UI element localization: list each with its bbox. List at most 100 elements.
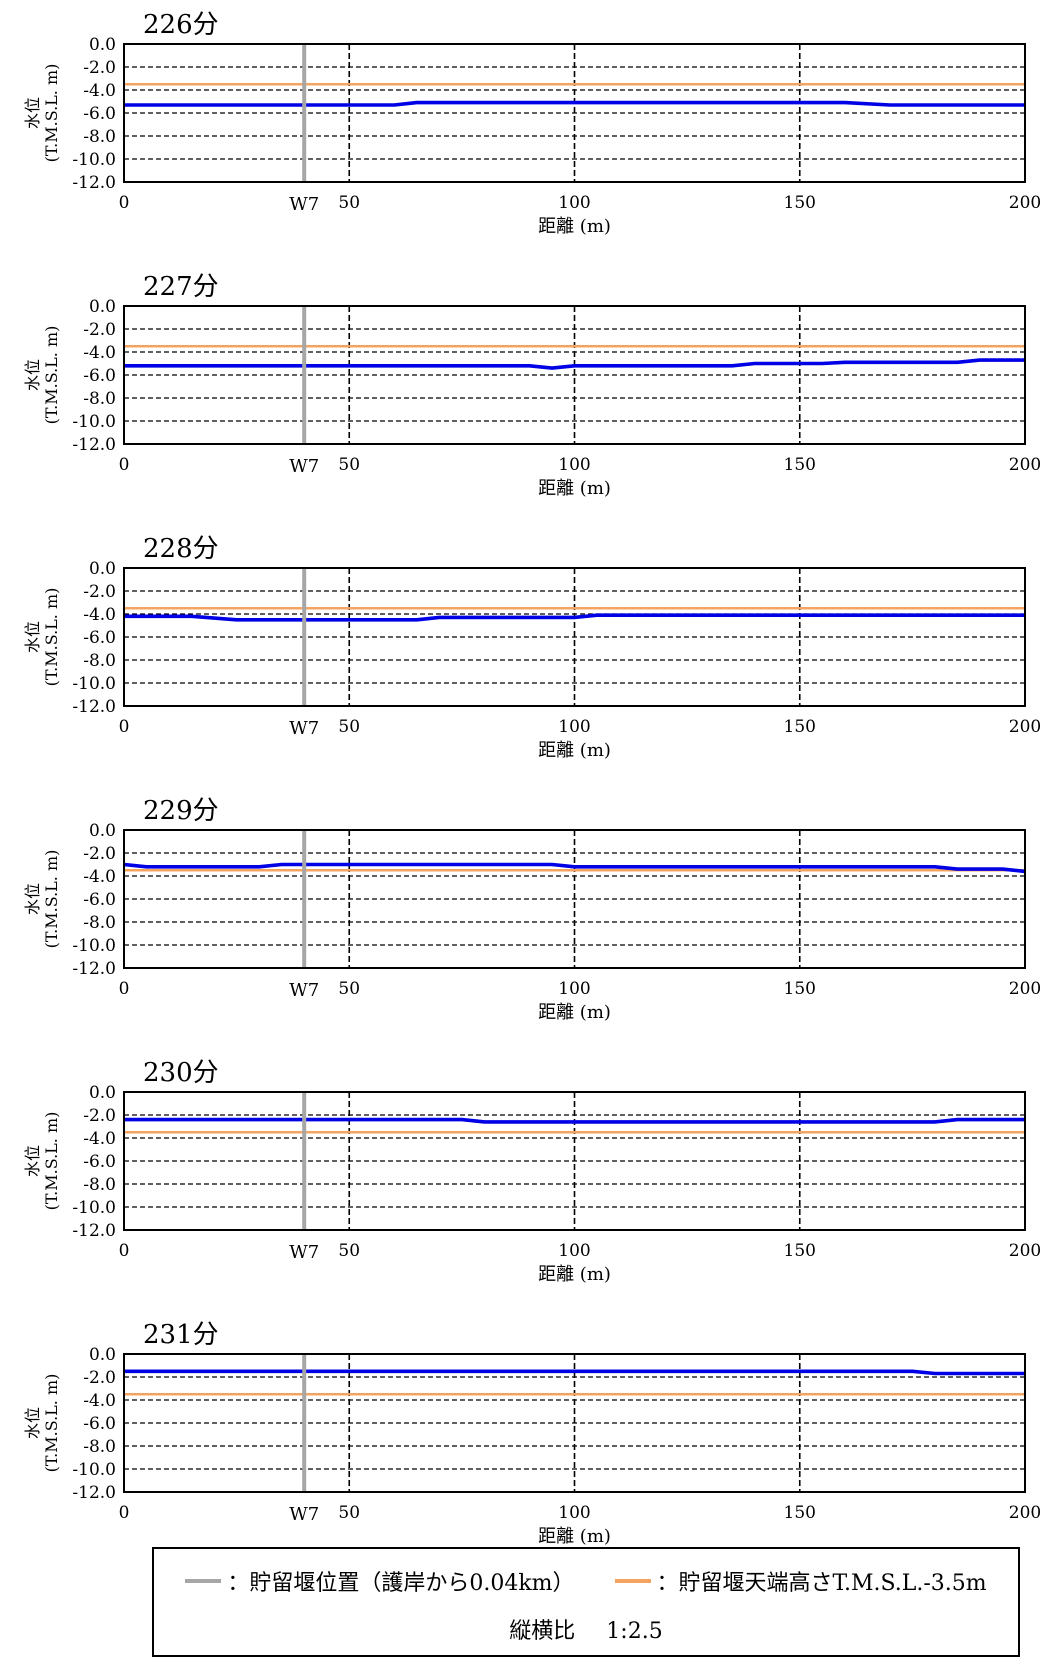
y-tick-label: -6.0 <box>83 628 116 648</box>
weir-top-legend-label: ：貯留堰天端高さT.M.S.L.-3.5m <box>656 1571 987 1596</box>
aspect-ratio-note: 縦横比 1:2.5 <box>154 1613 1018 1645</box>
weir-top-swatch <box>614 1579 651 1583</box>
x-tick-label: 100 <box>558 979 590 999</box>
legend-row: ：貯留堰位置（護岸から0.04km） ：貯留堰天端高さT.M.S.L.-3.5m <box>154 1561 1018 1601</box>
y-tick-label: -8.0 <box>83 913 116 933</box>
x-tick-label: 100 <box>558 1503 590 1523</box>
x-tick-label: 150 <box>784 193 816 213</box>
water-level-series <box>124 613 1025 622</box>
weir-label: W7 <box>289 980 319 1001</box>
legend-item-weir-top: ：貯留堰天端高さT.M.S.L.-3.5m <box>614 1565 987 1597</box>
weir-position-legend-label: ：貯留堰位置（護岸から0.04km） <box>227 1571 575 1596</box>
aspect-ratio-value: 1:2.5 <box>606 1619 663 1644</box>
water-level-series <box>124 100 1025 107</box>
y-axis-label: 水位(T.M.S.L. m) <box>23 588 61 687</box>
legend-box: ：貯留堰位置（護岸から0.04km） ：貯留堰天端高さT.M.S.L.-3.5m… <box>152 1547 1020 1657</box>
chart-panel-0: 226分 0.0 -2.0 -4.0 -6.0 -8.0 -10.0 -12.00 50 100 1… <box>23 10 1041 237</box>
y-tick-label: -2.0 <box>83 582 116 602</box>
y-tick-label: -10.0 <box>72 674 116 694</box>
y-tick-label: -10.0 <box>72 150 116 170</box>
plot-frame <box>123 1091 1026 1231</box>
x-tick-label: 0 <box>119 717 130 737</box>
x-tick-label: 100 <box>558 1241 590 1261</box>
water-level-series <box>123 862 1026 874</box>
y-tick-label: -2.0 <box>83 320 116 340</box>
y-axis-label-line: 水位 <box>23 1407 42 1439</box>
y-tick-label: -2.0 <box>83 1106 116 1126</box>
y-axis-label-line: 水位 <box>23 1145 42 1177</box>
y-axis-label-line: (T.M.S.L. m) <box>42 64 61 163</box>
x-tick-label: 150 <box>784 979 816 999</box>
y-tick-label: -8.0 <box>83 1437 116 1457</box>
y-tick-label: -2.0 <box>83 1368 116 1388</box>
x-axis-label: 距離 (m) <box>538 216 611 237</box>
x-axis-label: 距離 (m) <box>538 478 611 499</box>
aspect-ratio-label: 縦横比 <box>509 1619 576 1644</box>
y-axis-label-line: (T.M.S.L. m) <box>42 850 61 949</box>
x-tick-label: 200 <box>1009 455 1041 475</box>
plot-frame <box>123 43 1026 183</box>
x-tick-label: 0 <box>119 979 130 999</box>
x-tick-label: 150 <box>784 1503 816 1523</box>
y-tick-label: -4.0 <box>83 1129 116 1149</box>
x-tick-label: 200 <box>1009 1241 1041 1261</box>
x-tick-label: 50 <box>338 979 360 999</box>
chart-title: 229分 <box>143 796 219 826</box>
y-axis-label: 水位(T.M.S.L. m) <box>23 1112 61 1211</box>
y-tick-label: -8.0 <box>83 651 116 671</box>
y-tick-label: -12.0 <box>72 1221 116 1241</box>
water-level-series <box>124 1369 1025 1376</box>
y-tick-label: -12.0 <box>72 173 116 193</box>
chart-title: 227分 <box>143 272 219 302</box>
y-axis-label-line: (T.M.S.L. m) <box>42 326 61 425</box>
y-tick-label: -12.0 <box>72 697 116 717</box>
chart-panel-3: 229分 0.0 -2.0 -4.0 -6.0 -8.0 -10.0 -12.00 50 100 1… <box>23 796 1041 1023</box>
y-tick-label: -6.0 <box>83 366 116 386</box>
y-tick-label: -12.0 <box>72 435 116 455</box>
y-tick-label: -2.0 <box>83 58 116 78</box>
x-tick-label: 0 <box>119 1241 130 1261</box>
plot-frame <box>123 305 1026 445</box>
y-tick-label: -10.0 <box>72 1460 116 1480</box>
y-axis-label-line: (T.M.S.L. m) <box>42 588 61 687</box>
y-axis-label: 水位(T.M.S.L. m) <box>23 326 61 425</box>
y-tick-label: -4.0 <box>83 343 116 363</box>
x-axis-label: 距離 (m) <box>538 1002 611 1023</box>
y-tick-label: -6.0 <box>83 104 116 124</box>
y-tick-label: -6.0 <box>83 1152 116 1172</box>
x-tick-label: 150 <box>784 717 816 737</box>
y-axis-label-line: 水位 <box>23 97 42 129</box>
y-tick-label: 0.0 <box>89 821 116 841</box>
chart-panel-2: 228分 0.0 -2.0 -4.0 -6.0 -8.0 -10.0 -12.00 50 100 1… <box>23 534 1041 761</box>
x-tick-label: 100 <box>558 455 590 475</box>
y-tick-label: 0.0 <box>89 297 116 317</box>
y-tick-label: 0.0 <box>89 1345 116 1365</box>
weir-label: W7 <box>289 1504 319 1525</box>
y-tick-label: -4.0 <box>83 867 116 887</box>
x-tick-label: 150 <box>784 455 816 475</box>
y-tick-label: -10.0 <box>72 936 116 956</box>
x-axis-label: 距離 (m) <box>538 740 611 761</box>
y-tick-label: -10.0 <box>72 1198 116 1218</box>
weir-label: W7 <box>289 456 319 477</box>
plot-frame <box>123 567 1026 707</box>
x-tick-label: 200 <box>1009 717 1041 737</box>
weir-label: W7 <box>289 1242 319 1263</box>
x-axis-label: 距離 (m) <box>538 1264 611 1285</box>
y-tick-label: -12.0 <box>72 959 116 979</box>
y-tick-label: -6.0 <box>83 1414 116 1434</box>
x-tick-label: 50 <box>338 1241 360 1261</box>
x-tick-label: 50 <box>338 717 360 737</box>
y-tick-label: 0.0 <box>89 559 116 579</box>
x-tick-label: 50 <box>338 193 360 213</box>
y-tick-label: -8.0 <box>83 127 116 147</box>
chart-title: 230分 <box>143 1058 219 1088</box>
x-tick-label: 200 <box>1009 193 1041 213</box>
chart-title: 228分 <box>143 534 219 564</box>
y-tick-label: -12.0 <box>72 1483 116 1503</box>
water-level-series <box>124 1117 1025 1124</box>
chart-title: 231分 <box>143 1320 219 1350</box>
y-tick-label: -2.0 <box>83 844 116 864</box>
x-axis-label: 距離 (m) <box>538 1526 611 1547</box>
y-axis-label-line: 水位 <box>23 883 42 915</box>
